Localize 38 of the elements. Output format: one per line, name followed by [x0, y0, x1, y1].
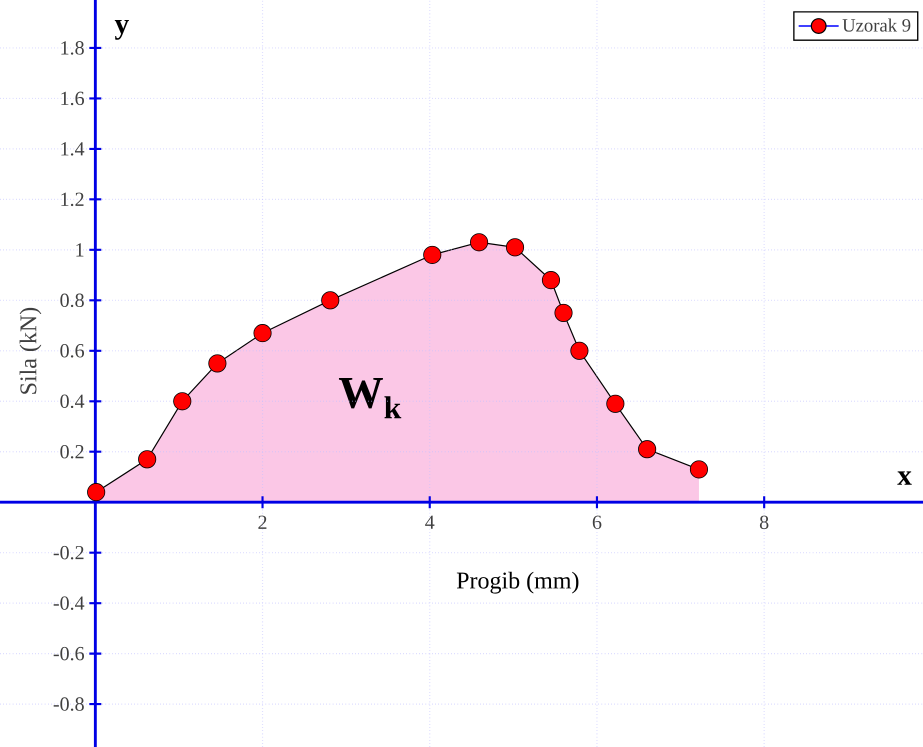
y-tick-label: 1: [76, 243, 84, 256]
y-tick-label: 0.2: [60, 444, 84, 459]
x-tick-label: 2: [258, 516, 266, 529]
point: [138, 450, 156, 468]
legend-label: Uzorak 9: [842, 18, 910, 32]
point: [470, 233, 488, 252]
point: [173, 392, 192, 410]
point: [638, 440, 656, 458]
point: [87, 483, 106, 502]
annotation: W$_{k}$: [338, 378, 402, 418]
y-tick-label: 0.4: [60, 394, 84, 408]
annotation: y: [114, 20, 129, 40]
y-tick-label: 1.2: [61, 192, 84, 206]
point: [554, 304, 573, 322]
point: [423, 246, 442, 264]
point: [690, 460, 708, 478]
point: [208, 354, 226, 372]
x-tick-label: 4: [425, 516, 434, 529]
point: [321, 291, 340, 310]
y-tick-label: -0.6: [54, 646, 84, 660]
point: [253, 324, 272, 342]
y-tick-label: 1.4: [61, 142, 84, 156]
x-tick-label: 8: [760, 516, 768, 530]
y-tick-label: -0.2: [54, 546, 84, 560]
point: [570, 342, 588, 360]
y-tick-label: 0.8: [60, 294, 84, 308]
point: [606, 394, 624, 413]
annotation: x: [897, 471, 912, 485]
y-tick-label: 1.6: [61, 92, 84, 106]
y-tick-label: 0.6: [60, 344, 84, 358]
y-tick-label: 1.8: [61, 41, 84, 55]
point: [506, 238, 524, 256]
point: [542, 271, 560, 290]
x-axis-title: Progib (mm): [456, 572, 578, 594]
y-axis-title: Sila (kN): [20, 308, 42, 394]
y-tick-label: -0.4: [54, 596, 84, 610]
x-tick-label: 6: [592, 516, 602, 530]
y-tick-label: -0.8: [54, 697, 84, 711]
